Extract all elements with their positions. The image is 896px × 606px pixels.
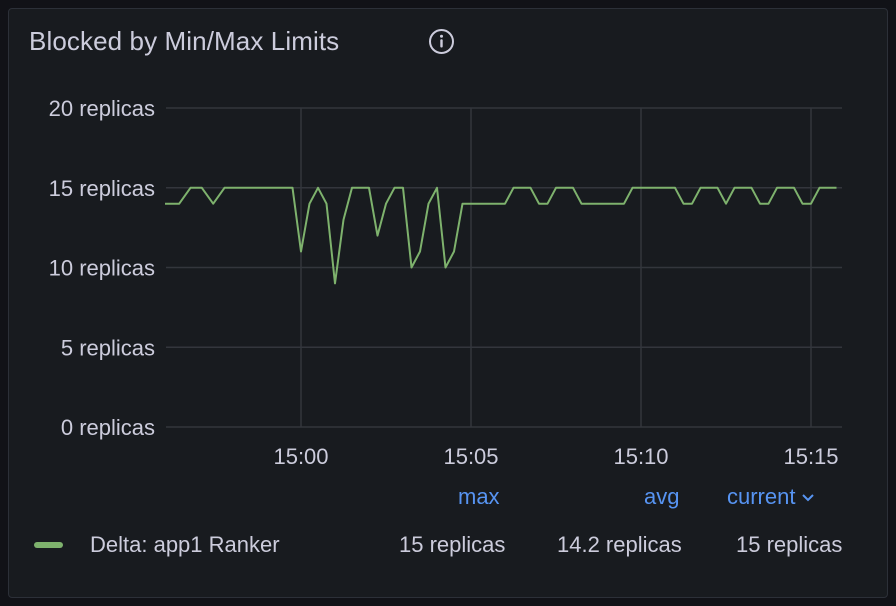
x-tick-label: 15:00 [273, 444, 328, 469]
legend-header-max[interactable]: max [458, 484, 500, 509]
legend-value-max: 15 replicas [399, 532, 506, 557]
x-tick-label: 15:15 [783, 444, 838, 469]
legend-series-swatch [34, 542, 63, 548]
legend-header-current-sort[interactable]: current [727, 484, 815, 510]
y-tick-label: 20 replicas [49, 96, 155, 121]
y-tick-label: 15 replicas [49, 176, 155, 201]
y-tick-label: 10 replicas [49, 256, 155, 281]
legend-header-avg[interactable]: avg [644, 484, 680, 509]
x-tick-label: 15:10 [613, 444, 668, 469]
legend-value-avg: 14.2 replicas [557, 532, 682, 557]
panel-title[interactable]: Blocked by Min/Max Limits [29, 26, 340, 56]
x-tick-label: 15:05 [443, 444, 498, 469]
series-line[interactable] [165, 186, 837, 285]
y-tick-label: 5 replicas [61, 335, 155, 360]
info-circle-icon[interactable] [428, 28, 455, 55]
legend-value-current: 15 replicas [736, 532, 843, 557]
chevron-down-icon [802, 494, 815, 502]
panel: Blocked by Min/Max Limits [8, 8, 888, 598]
legend-series-name[interactable]: Delta: app1 Ranker [90, 532, 280, 557]
y-tick-label: 0 replicas [61, 415, 155, 440]
legend-header-current: current [727, 484, 796, 509]
